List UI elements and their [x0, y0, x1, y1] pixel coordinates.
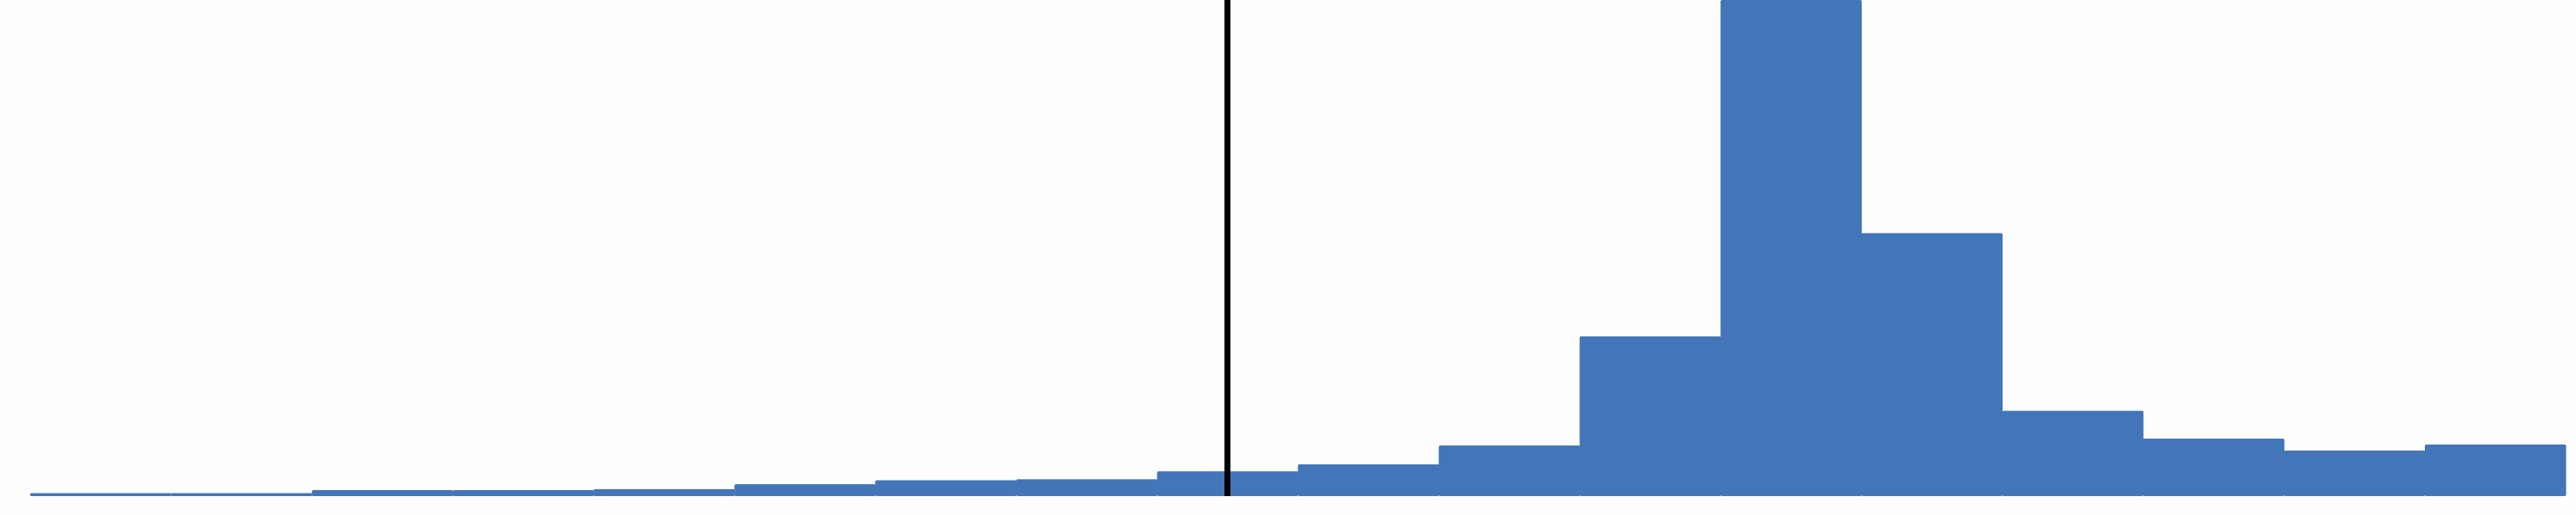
histogram-bars: [30, 0, 2567, 496]
histogram-bar: [453, 490, 594, 496]
histogram-bar: [593, 488, 735, 496]
histogram-bar: [312, 490, 453, 496]
histogram-bar: [2283, 450, 2426, 496]
histogram-bar: [1720, 0, 1862, 496]
histogram-bar: [875, 480, 1017, 496]
histogram-bar: [1579, 336, 1722, 496]
histogram-bar: [2142, 438, 2285, 496]
histogram-bar: [734, 484, 876, 496]
histogram-bar: [1016, 479, 1157, 496]
histogram-bar: [1861, 233, 2003, 496]
histogram-bar: [171, 493, 313, 496]
histogram-bar: [2002, 410, 2144, 496]
histogram-bar: [2424, 444, 2567, 496]
histogram-bar: [1297, 464, 1440, 496]
histogram-bar: [30, 493, 172, 496]
histogram-bar: [1438, 445, 1581, 496]
